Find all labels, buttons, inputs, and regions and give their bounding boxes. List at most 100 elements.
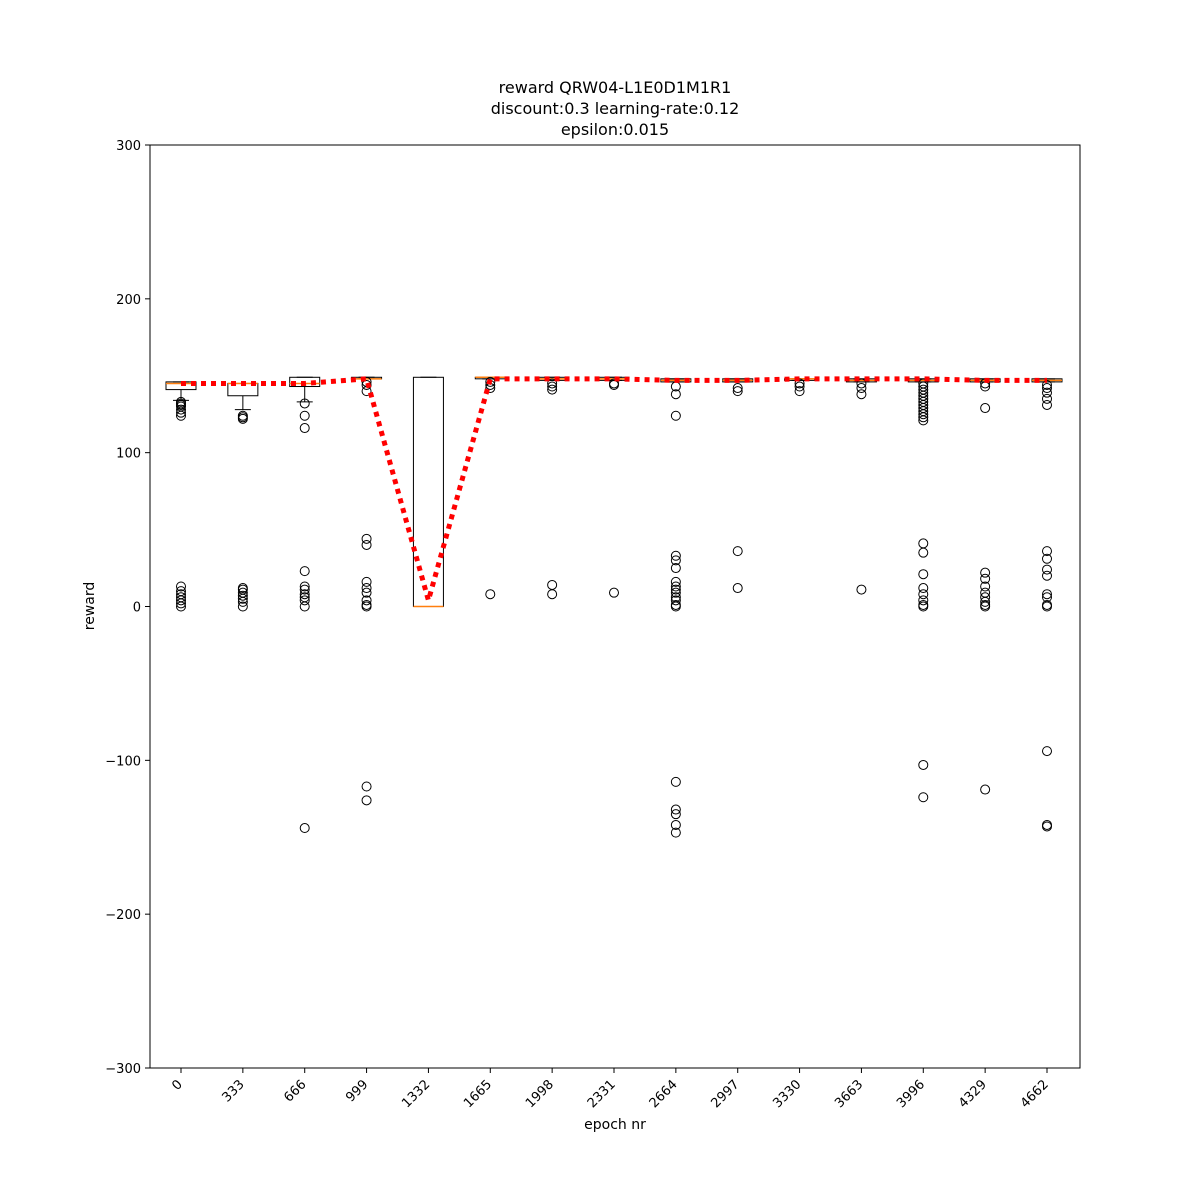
flier	[918, 792, 929, 803]
flier	[361, 583, 372, 594]
flier	[176, 404, 186, 415]
flier	[299, 566, 310, 577]
x-tick-label: 666	[281, 1077, 309, 1105]
y-tick-label: −300	[105, 1062, 141, 1077]
flier	[176, 589, 186, 600]
flier	[980, 403, 991, 414]
flier	[361, 379, 372, 390]
flier	[361, 539, 372, 550]
flier	[547, 384, 558, 395]
x-tick-label: 4662	[1018, 1077, 1052, 1111]
flier	[1041, 393, 1052, 404]
flier	[918, 595, 929, 606]
flier	[794, 386, 805, 397]
flier	[670, 827, 681, 838]
box-999	[351, 376, 383, 806]
flier	[237, 583, 248, 594]
box-2331	[598, 376, 630, 598]
y-tick-label: 300	[116, 139, 141, 154]
x-tick-label: 1665	[461, 1077, 495, 1111]
x-tick-label: 1332	[399, 1077, 433, 1111]
box-333	[227, 382, 259, 612]
y-tick-label: 0	[133, 601, 141, 616]
flier	[670, 601, 681, 612]
box-1332	[412, 376, 444, 608]
flier	[918, 589, 929, 600]
flier	[1041, 746, 1052, 757]
flier	[856, 389, 867, 400]
flier	[732, 546, 743, 557]
box-4662	[1031, 378, 1063, 832]
x-tick-label: 1998	[523, 1077, 557, 1111]
flier	[547, 579, 558, 590]
x-tick-label: 2664	[647, 1077, 681, 1111]
flier	[176, 586, 186, 597]
flier	[485, 589, 496, 600]
y-axis-label: reward	[82, 582, 98, 631]
x-tick-label: 2997	[709, 1077, 743, 1111]
x-tick-label: 2331	[585, 1077, 619, 1111]
flier	[176, 581, 186, 592]
flier	[1041, 589, 1052, 600]
box-3663	[845, 378, 877, 595]
flier	[237, 601, 248, 612]
flier	[361, 781, 372, 792]
x-tick-label: 4329	[956, 1077, 990, 1111]
flier	[670, 581, 681, 592]
box-0	[165, 381, 197, 612]
flier	[1041, 387, 1052, 398]
box-body	[289, 376, 321, 388]
flier	[670, 776, 681, 787]
box-2997	[722, 378, 754, 594]
x-tick-label: 3330	[770, 1077, 804, 1111]
flier	[732, 386, 743, 397]
flier	[299, 589, 310, 600]
flier	[1041, 553, 1052, 564]
flier	[1041, 570, 1052, 581]
flier	[1041, 399, 1052, 410]
flier	[670, 819, 681, 830]
flier	[918, 415, 929, 426]
flier	[237, 590, 248, 601]
flier	[547, 378, 558, 389]
flier	[670, 410, 681, 421]
flier	[980, 784, 991, 795]
flier	[361, 533, 372, 544]
flier	[732, 583, 743, 594]
x-axis: 0 333 666 999 1332 1665 1998 2331 2664 2997 3330 36…	[169, 1068, 1052, 1111]
flier	[670, 595, 681, 606]
box-2664	[660, 378, 692, 838]
flier	[918, 412, 929, 423]
flier	[299, 601, 310, 612]
flier	[670, 587, 681, 598]
flier	[299, 823, 310, 834]
flier	[485, 376, 496, 387]
flier	[1041, 564, 1052, 575]
y-tick-label: 100	[116, 447, 141, 462]
x-axis-label: epoch nr	[584, 1117, 646, 1133]
flier	[176, 396, 186, 407]
x-tick-label: 333	[220, 1077, 248, 1105]
flier	[299, 595, 310, 606]
y-axis: −300 −200 −100 0 100 200 300	[105, 139, 150, 1077]
flier	[918, 569, 929, 580]
flier	[670, 804, 681, 815]
chart-title-line-3: epsilon:0.015	[560, 120, 670, 139]
flier	[670, 563, 681, 574]
box-666	[289, 376, 321, 834]
flier	[299, 398, 310, 409]
x-tick-label: 0	[169, 1077, 185, 1093]
flier	[299, 410, 310, 421]
x-tick-label: 3996	[894, 1077, 928, 1111]
boxes-layer	[165, 376, 1063, 838]
flier	[918, 759, 929, 770]
flier	[980, 596, 991, 607]
flier	[237, 587, 248, 598]
mean-line	[181, 376, 1047, 610]
flier	[794, 381, 805, 392]
mean-line-layer	[181, 376, 1047, 610]
box-4329	[969, 378, 1001, 795]
box-1998	[536, 376, 568, 600]
y-tick-label: 200	[116, 293, 141, 308]
flier	[732, 383, 743, 394]
